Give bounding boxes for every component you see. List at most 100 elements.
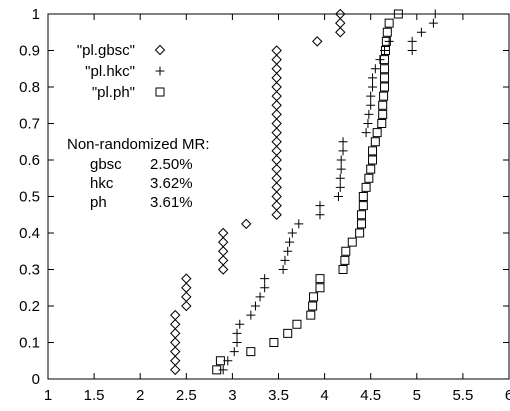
data-point [372,128,382,138]
data-point [381,36,391,46]
data-point [271,72,282,84]
data-point [271,90,282,102]
data-point [312,36,323,47]
x-tick-label: 5 [413,387,421,404]
y-tick-label: 0.6 [19,152,40,169]
data-point [380,46,390,55]
data-point [347,237,357,247]
series-1 [218,9,440,375]
data-point [379,91,389,101]
axis-ticks: 1 1.5 2 2.5 3 3.5 4 4.5 5 5.5 6 0 0.1 0.2 0.3 0.4 0.5 0.6… [19,6,510,404]
data-point [170,309,181,321]
data-point [378,100,388,110]
data-point [271,136,282,147]
data-point [336,155,346,165]
series-2 [212,9,403,375]
data-point [229,347,239,357]
data-point [366,164,376,174]
y-tick-label: 0.7 [19,116,40,133]
annotation-value: 2.50% [150,156,193,173]
data-point [338,137,348,147]
data-point [250,301,260,311]
data-point [430,9,440,19]
y-tick-label: 0.4 [19,225,40,242]
data-point [181,282,192,293]
data-point [271,145,282,157]
data-point [217,227,229,239]
data-point [368,73,378,83]
data-point [361,182,371,192]
annotation-block: Non-randomized MR: gbsc 2.50% hkc 3.62% ph 3.6… [67,136,210,211]
data-point [271,100,282,111]
x-tick-label: 6 [505,387,510,404]
data-point [364,173,374,183]
data-point [393,9,403,19]
data-point [380,64,390,74]
data-point [335,8,346,20]
data-point [271,127,282,138]
data-point [271,182,282,193]
data-point [294,219,304,229]
data-point [241,218,252,230]
annotation-label: hkc [90,175,114,192]
data-point [283,246,293,256]
data-point [232,338,242,347]
data-point [269,338,279,347]
data-point [407,36,417,46]
data-point [283,328,293,338]
data-point [368,155,378,165]
series-layer [170,8,440,376]
annotation-value: 3.61% [150,194,193,211]
data-point [271,200,282,211]
series-0 [170,8,346,376]
data-point [170,319,181,330]
data-point [384,36,394,46]
annotation-label: ph [90,194,107,211]
legend-marker [155,66,165,76]
data-point [232,328,242,338]
data-point [170,364,181,376]
data-point [335,27,346,38]
data-point [377,119,387,128]
data-point [271,109,282,120]
data-point [370,64,380,74]
data-point [380,73,390,83]
data-point [338,265,348,274]
data-point [278,265,288,274]
data-point [361,128,371,138]
data-point [170,355,181,366]
data-point [378,109,388,119]
data-point [368,82,378,92]
data-point [235,319,245,329]
data-point [215,356,225,366]
legend: "pl.gbsc" "pl.hkc" "pl.ph" [77,42,166,101]
annotation-heading: Non-randomized MR: [67,136,210,153]
data-point [271,81,282,93]
data-point [315,201,325,211]
data-point [170,346,181,357]
data-point [335,173,345,183]
data-point [212,365,222,375]
data-point [356,219,366,229]
x-tick-label: 5.5 [452,387,473,404]
data-point [407,46,417,55]
data-point [315,274,325,284]
data-point [368,146,378,156]
data-point [260,274,270,284]
data-point [271,209,282,220]
data-point [271,118,282,129]
y-tick-label: 0.5 [19,189,40,206]
data-point [335,182,345,192]
data-point [309,292,319,302]
legend-label: "pl.gbsc" [77,42,135,59]
data-point [358,192,368,201]
legend-marker [155,87,165,97]
x-tick-label: 1 [44,387,52,404]
data-point [181,300,192,312]
data-point [271,173,282,184]
data-point [380,55,390,65]
data-point [217,236,229,248]
data-point [255,292,265,302]
data-point [271,63,282,74]
data-point [428,18,438,28]
